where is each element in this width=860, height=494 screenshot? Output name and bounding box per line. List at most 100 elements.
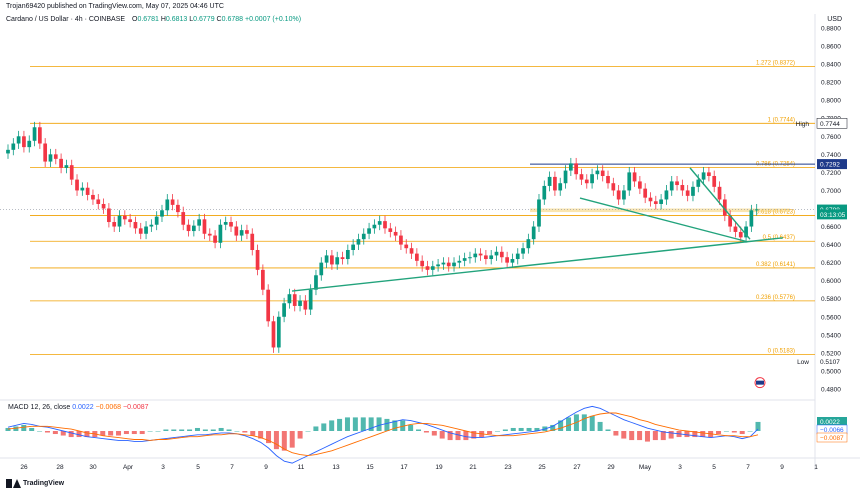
candle-body xyxy=(330,255,334,265)
macd-value-tag xyxy=(817,417,847,426)
candle-body xyxy=(664,190,669,200)
candle-body xyxy=(574,163,579,175)
macd-histogram-bar xyxy=(147,431,153,432)
x-tick-label: 9 xyxy=(780,464,784,471)
macd-histogram-bar xyxy=(210,429,216,431)
wedge-lower-line xyxy=(579,197,749,243)
candle-body xyxy=(213,235,217,243)
candle-body xyxy=(728,215,732,227)
candle-body xyxy=(531,226,536,240)
candle-body xyxy=(176,204,180,213)
open-value: 0.6781 xyxy=(137,16,159,23)
macd-histogram-bar xyxy=(566,417,572,431)
candle-body xyxy=(393,231,398,236)
macd-histogram-bar xyxy=(692,431,698,438)
y-tick-label: 0.7000 xyxy=(821,188,841,195)
candle-body xyxy=(234,226,239,236)
macd-histogram-bar xyxy=(68,431,74,438)
price-tag-caption: High xyxy=(796,121,810,128)
candle-body xyxy=(170,199,175,205)
candle-body xyxy=(616,190,621,200)
candle-body xyxy=(653,201,658,204)
candle-body xyxy=(165,199,170,211)
y-tick-label: 0.7600 xyxy=(821,134,841,141)
macd-histogram-bar xyxy=(700,431,706,438)
x-tick-label: 17 xyxy=(400,464,408,471)
macd-histogram-bar xyxy=(234,431,240,432)
macd-histogram-bar xyxy=(408,424,414,431)
candle-body xyxy=(250,233,255,250)
x-tick-label: 28 xyxy=(56,464,64,471)
macd-histogram-bar xyxy=(471,431,477,439)
y-tick-label: 0.6000 xyxy=(821,278,841,285)
x-tick-label: 26 xyxy=(20,464,28,471)
candle-body xyxy=(271,321,276,348)
candle-body xyxy=(91,194,95,200)
fib-level-label: 0.618 (0.6723) xyxy=(756,209,795,215)
macd-histogram-bar xyxy=(60,431,66,436)
signal-line xyxy=(7,412,759,457)
candle-body xyxy=(6,149,10,154)
candle-body xyxy=(446,262,451,267)
candle-body xyxy=(276,316,281,348)
macd-histogram-bar xyxy=(218,427,224,431)
macd-histogram-bar xyxy=(684,431,690,438)
candle-body xyxy=(16,136,21,144)
candle-body xyxy=(133,222,138,229)
macd-histogram-bar xyxy=(439,431,445,439)
y-tick-label: 0.8800 xyxy=(821,26,841,33)
candle-body xyxy=(733,226,738,232)
y-tick-label: 0.6600 xyxy=(821,224,841,231)
candle-body xyxy=(292,294,297,306)
candle-body xyxy=(611,183,616,191)
macd-histogram-bar xyxy=(337,418,343,431)
price-tag-caption: Low xyxy=(797,359,809,366)
candle-body xyxy=(669,181,674,191)
flag-icon-stripe xyxy=(756,380,764,385)
macd-histogram-bar xyxy=(108,431,114,436)
x-tick-label: 3 xyxy=(678,464,682,471)
x-tick-label: 5 xyxy=(196,464,200,471)
macd-histogram-bar xyxy=(494,431,500,432)
macd-histogram-bar xyxy=(376,417,382,431)
x-tick-label: 11 xyxy=(298,464,305,471)
macd-histogram-bar xyxy=(502,429,508,431)
macd-histogram-bar xyxy=(581,414,587,431)
price-tag-value: 03:13:05 xyxy=(820,212,846,219)
macd-histogram-bar xyxy=(313,426,319,431)
macd-histogram-bar xyxy=(747,431,753,432)
candle-body xyxy=(505,257,509,263)
symbol-name[interactable]: Cardano / US Dollar · 4h · COINBASE xyxy=(6,16,126,23)
candle-body xyxy=(38,127,42,144)
x-tick-label: 3 xyxy=(161,464,165,471)
y-tick-label: 0.4800 xyxy=(821,386,841,393)
candle-body xyxy=(553,176,557,191)
footer-brand[interactable]: TradingView xyxy=(6,479,64,488)
fib-level-label: 1.272 (0.8372) xyxy=(756,61,795,67)
candle-body xyxy=(744,226,748,238)
macd-histogram-bar xyxy=(597,421,603,431)
candle-body xyxy=(85,187,90,195)
macd-histogram-bar xyxy=(368,417,374,431)
macd-histogram-bar xyxy=(716,431,722,435)
macd-histogram-bar xyxy=(171,429,177,431)
candle-body xyxy=(754,209,759,211)
macd-value-label: 0.0022 xyxy=(820,419,840,426)
candle-body xyxy=(356,239,361,245)
candle-body xyxy=(122,215,127,220)
candle-body xyxy=(627,172,632,191)
candle-body xyxy=(191,225,196,232)
macd-histogram-bar xyxy=(139,431,145,435)
candle-body xyxy=(547,176,552,186)
candle-body xyxy=(478,253,483,256)
candle-body xyxy=(59,158,63,168)
high-value: 0.6813 xyxy=(165,16,188,23)
currency-label[interactable]: USD xyxy=(827,16,842,23)
price-tag xyxy=(817,159,847,170)
candle-body xyxy=(96,199,101,204)
candle-body xyxy=(584,179,589,184)
symbol-legend: Cardano / US Dollar · 4h · COINBASE O0.6… xyxy=(6,16,302,23)
macd-histogram-bar xyxy=(558,420,564,431)
candle-body xyxy=(696,179,701,187)
